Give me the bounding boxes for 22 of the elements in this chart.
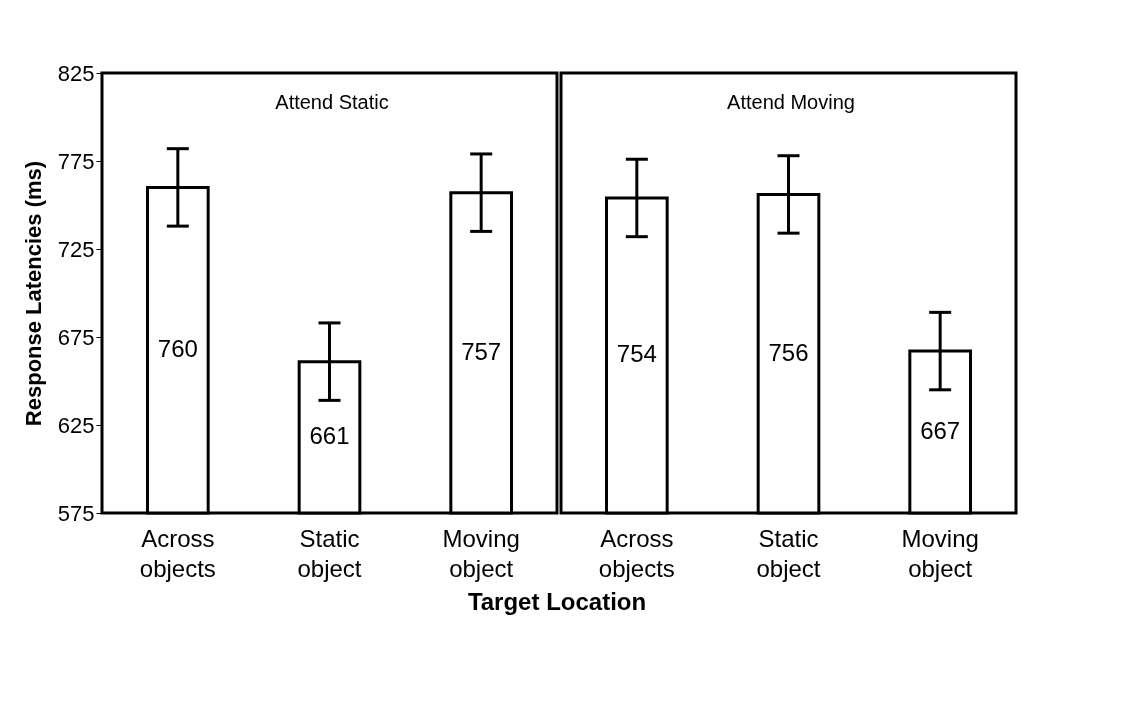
- x-tick-label: Moving object: [901, 524, 979, 582]
- x-tick-label: Static object: [756, 524, 821, 582]
- x-tick-label: Static object: [297, 524, 362, 582]
- y-tick-label: 625: [57, 412, 95, 438]
- text: Attend Static: [275, 91, 389, 113]
- y-tick-label: 825: [57, 60, 95, 86]
- y-tick-label: 775: [57, 148, 95, 174]
- y-tick-label: 725: [57, 236, 95, 262]
- data-label: 757: [461, 337, 502, 365]
- x-tick-label: Across objects: [598, 524, 675, 582]
- data-label: 754: [616, 340, 657, 368]
- y-axis-title: Response Latencies (ms): [20, 160, 46, 427]
- data-label: 661: [309, 422, 350, 450]
- y-tick-label: 675: [57, 324, 95, 350]
- y-tick-label: 575: [57, 500, 95, 526]
- x-tick-label: Across objects: [139, 524, 216, 582]
- x-tick-label: Moving object: [442, 524, 520, 582]
- data-label: 756: [768, 338, 809, 366]
- x-axis-title: Target Location: [467, 588, 647, 615]
- text: Attend Moving: [727, 91, 855, 113]
- data-label: 667: [920, 417, 961, 445]
- data-label: 760: [157, 335, 198, 363]
